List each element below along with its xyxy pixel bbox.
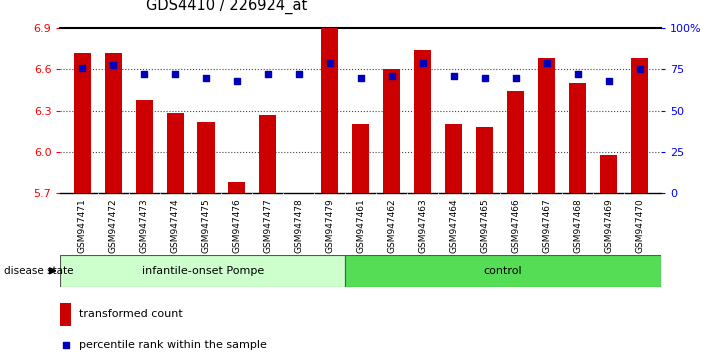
Text: GSM947463: GSM947463 [418,198,427,253]
Point [231,78,242,84]
Point [60,342,72,348]
Bar [60,255,345,287]
Bar [136,100,153,193]
Text: GSM947470: GSM947470 [635,198,644,253]
Point [386,73,397,79]
Text: GSM947465: GSM947465 [480,198,489,253]
Text: GSM947474: GSM947474 [171,198,179,252]
Point [572,72,583,77]
Text: GSM947473: GSM947473 [139,198,149,253]
Point [107,62,119,67]
Text: GSM947477: GSM947477 [264,198,272,253]
Point [169,72,181,77]
Text: GSM947468: GSM947468 [573,198,582,253]
Point [324,60,336,66]
Text: control: control [483,266,523,276]
Bar [507,91,524,193]
Bar [383,69,400,193]
Text: percentile rank within the sample: percentile rank within the sample [80,340,267,350]
Bar [569,83,586,193]
Bar [260,115,277,193]
Text: GSM947461: GSM947461 [356,198,365,253]
Point [479,75,491,81]
Point [201,75,212,81]
Bar [321,28,338,193]
Text: GSM947476: GSM947476 [232,198,242,253]
Bar [198,122,215,193]
Point [76,65,87,71]
Bar [415,50,432,193]
Point [603,78,614,84]
Text: disease state: disease state [4,266,73,276]
Text: GDS4410 / 226924_at: GDS4410 / 226924_at [146,0,307,14]
Text: GSM947472: GSM947472 [109,198,117,252]
Text: GSM947479: GSM947479 [326,198,334,253]
Point [448,73,459,79]
Point [417,60,429,66]
Text: GSM947464: GSM947464 [449,198,458,252]
Text: transformed count: transformed count [80,309,183,319]
Bar [353,124,369,193]
Point [634,67,646,72]
Bar [631,58,648,193]
Bar [345,255,661,287]
Bar [228,182,245,193]
Bar [60,303,71,326]
Text: GSM947462: GSM947462 [387,198,396,252]
Point [293,72,304,77]
Bar [476,127,493,193]
Point [510,75,521,81]
Bar [74,53,90,193]
Text: infantile-onset Pompe: infantile-onset Pompe [141,266,264,276]
Text: GSM947469: GSM947469 [604,198,613,253]
Point [262,72,274,77]
Bar [600,155,617,193]
Text: GSM947467: GSM947467 [542,198,551,253]
Text: GSM947466: GSM947466 [511,198,520,253]
Text: GSM947475: GSM947475 [201,198,210,253]
Bar [166,113,183,193]
Bar [445,124,462,193]
Bar [105,53,122,193]
Point [541,60,552,66]
Text: GSM947478: GSM947478 [294,198,304,253]
Point [355,75,367,81]
Text: GSM947471: GSM947471 [77,198,87,253]
Bar [538,58,555,193]
Point [139,72,150,77]
